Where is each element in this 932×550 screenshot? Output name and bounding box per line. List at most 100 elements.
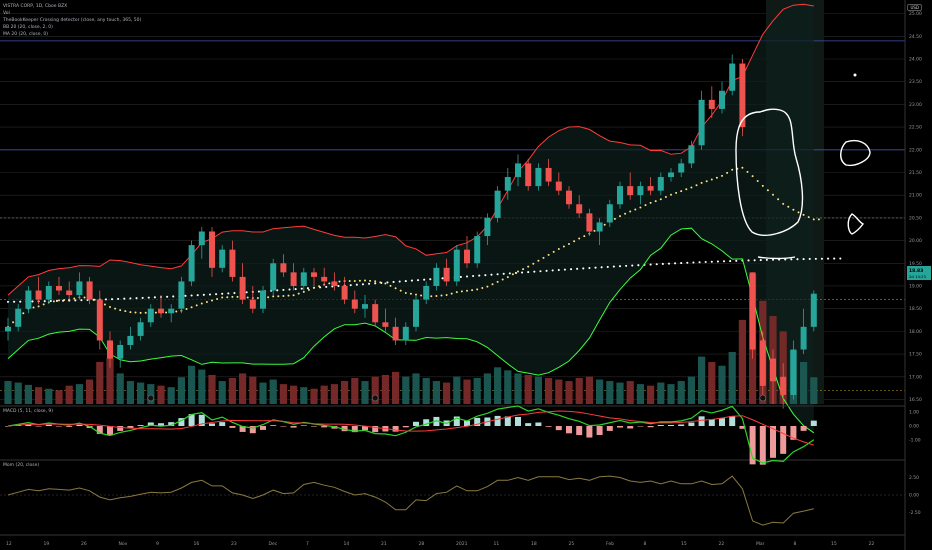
annotation-circle-large[interactable]: [735, 108, 804, 236]
candle-body: [229, 249, 236, 277]
long-ma-dot: [686, 261, 689, 264]
long-ma-dot: [361, 283, 365, 286]
candle-body: [290, 272, 297, 286]
long-ma-dot: [814, 257, 817, 260]
earnings-marker: [147, 394, 155, 402]
legend-symbol[interactable]: VISTRA CORP, 1D, Cboe BZX: [3, 4, 68, 9]
long-ma-dot: [190, 294, 193, 297]
ma-dot: [486, 285, 489, 288]
volume-bar: [137, 382, 145, 404]
candle-body: [178, 281, 185, 309]
candle: [545, 158, 552, 187]
annotation-underline[interactable]: [757, 256, 796, 260]
annotation-arrow-shape[interactable]: [847, 213, 865, 235]
price-tick-label: 22.00: [909, 147, 922, 153]
macd-histogram-bar: [515, 416, 521, 426]
ma-dot: [700, 181, 703, 184]
ma-dot: [726, 171, 729, 174]
candle: [453, 245, 460, 286]
time-tick-label: 12: [6, 541, 12, 547]
macd-histogram-bar: [341, 426, 348, 432]
macd-histogram-bar: [453, 416, 460, 426]
bb-fill-area: [8, 4, 814, 433]
ma-dot: [83, 296, 86, 299]
mom-axis: 2.50 0.00 -2.50: [909, 475, 921, 516]
macd-histogram-bar: [35, 426, 42, 427]
candle: [331, 272, 338, 291]
volume-bar: [738, 319, 746, 404]
volume-bar: [310, 388, 318, 404]
mom-legend[interactable]: Mom (20, close): [3, 463, 40, 468]
volume-bar: [565, 381, 573, 404]
candle-body: [443, 267, 450, 282]
annotation-circle-small[interactable]: [840, 139, 871, 167]
legend-volume[interactable]: Vol: [3, 11, 10, 16]
ma-dot: [471, 289, 474, 292]
candle: [708, 86, 715, 119]
long-ma-dot: [43, 300, 46, 303]
volume-bar: [371, 376, 379, 404]
ma-dot: [292, 294, 295, 297]
macd-histogram-bar: [117, 426, 124, 431]
long-ma-dot: [539, 270, 542, 273]
volume-bar: [647, 385, 655, 404]
macd-histogram-bar: [127, 426, 134, 429]
long-ma-dot: [49, 300, 52, 303]
macd-histogram-bar: [555, 426, 562, 431]
macd-histogram-bar: [413, 421, 419, 426]
long-ma-dot: [514, 271, 518, 274]
legend-bb[interactable]: BB 20 (20, close, 2, 0): [3, 25, 53, 30]
candle: [66, 281, 73, 300]
long-ma-dot: [465, 275, 469, 278]
volume-bar: [626, 381, 634, 404]
long-ma-dot: [533, 270, 536, 273]
candle-body: [188, 245, 195, 282]
drawing-annotations[interactable]: [735, 73, 871, 260]
volume-bar: [269, 379, 277, 404]
volume-bar: [198, 369, 206, 404]
candle: [759, 331, 766, 400]
candle: [56, 276, 62, 296]
candle: [433, 263, 440, 291]
candle-body: [168, 308, 175, 314]
macd-histogram-bar: [668, 424, 674, 426]
ma-dot: [139, 311, 142, 314]
long-ma-dot: [827, 257, 830, 260]
volume-bar: [800, 361, 808, 404]
ma-dot: [613, 217, 616, 220]
ma-dot: [506, 276, 509, 279]
candle-body: [759, 340, 766, 386]
candle-body: [362, 304, 368, 309]
volume-bar: [728, 352, 736, 404]
ma-dot: [782, 202, 785, 205]
candle-body: [433, 267, 440, 286]
long-ma-dot: [521, 271, 524, 274]
long-ma-dot: [667, 262, 671, 265]
volume-bar: [473, 378, 481, 404]
mom-tick-label: 2.50: [909, 475, 919, 481]
candle: [566, 186, 572, 209]
ma-dot: [705, 180, 708, 183]
price-tick-label: 25.00: [909, 11, 922, 17]
macd-histogram-bar: [45, 424, 52, 426]
candle-body: [331, 281, 338, 286]
macd-legend[interactable]: MACD (5, 11, close, 9): [3, 409, 54, 414]
candle: [535, 163, 542, 191]
ma-dot: [797, 211, 800, 214]
candle-body: [249, 299, 256, 309]
time-tick-label: 2021: [456, 541, 468, 547]
candle: [117, 340, 124, 368]
long-ma-dot: [416, 279, 420, 282]
ma-dot: [226, 296, 229, 299]
legend: VISTRA CORP, 1D, Cboe BZX Vol TheBookKee…: [3, 3, 141, 38]
volume-bar: [86, 379, 94, 404]
legend-ma[interactable]: MA 20 (20, close, 0): [3, 32, 48, 37]
mom-tick-label: -2.50: [909, 510, 921, 516]
macd-histogram-bar: [392, 426, 399, 432]
currency-button[interactable]: USD: [907, 4, 922, 11]
legend-crossing-detector[interactable]: TheBookKeeper Crossing detector (close, …: [3, 18, 142, 23]
long-ma-dot: [355, 283, 358, 286]
volume-bar: [667, 384, 675, 404]
long-ma-dot: [55, 299, 59, 302]
